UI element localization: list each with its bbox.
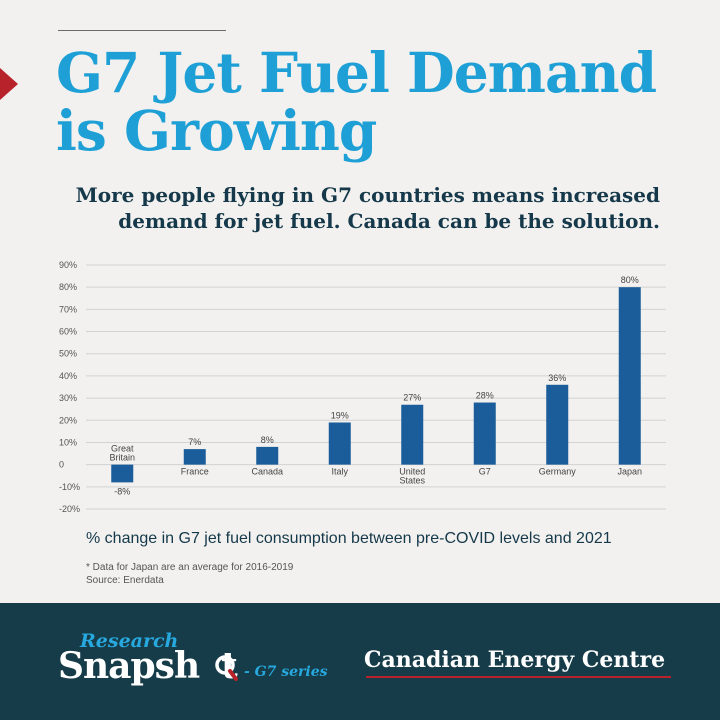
category-label: G7 xyxy=(479,467,491,477)
y-tick-label: 10% xyxy=(59,437,77,447)
brand-snapshot: Snapsh t xyxy=(58,645,238,687)
category-label: United States xyxy=(399,467,425,486)
bar xyxy=(256,446,279,465)
y-tick-label: -10% xyxy=(59,482,80,492)
bar xyxy=(546,384,569,465)
value-label: 19% xyxy=(331,410,349,420)
chart-caption: % change in G7 jet fuel consumption betw… xyxy=(86,530,612,547)
value-label: -8% xyxy=(114,486,130,496)
magnifier-icon xyxy=(215,655,238,681)
subtitle: More people flying in G7 countries means… xyxy=(75,183,660,233)
top-rule xyxy=(58,30,226,31)
value-label: 36% xyxy=(548,373,566,383)
bar xyxy=(328,422,351,465)
y-tick-label: 50% xyxy=(59,349,77,359)
red-arrow-marker xyxy=(0,68,18,100)
source-note: Source: Enerdata xyxy=(86,575,164,586)
value-label: 28% xyxy=(476,391,494,401)
category-label: Great Britain xyxy=(109,444,135,463)
value-label: 8% xyxy=(261,435,274,445)
y-tick-label: 70% xyxy=(59,304,77,314)
footnote: * Data for Japan are an average for 2016… xyxy=(86,562,294,573)
bar xyxy=(183,449,206,465)
category-label: Italy xyxy=(331,467,348,477)
research-snapshot-logo: Research Snapsh t - G7 series xyxy=(58,630,328,700)
category-label: Japan xyxy=(617,467,642,477)
bar xyxy=(401,404,424,465)
y-tick-label: 40% xyxy=(59,371,77,381)
category-label: France xyxy=(181,467,209,477)
y-tick-label: 0 xyxy=(59,460,64,470)
page-title: G7 Jet Fuel Demand is Growing xyxy=(56,40,657,163)
value-label: 7% xyxy=(188,437,201,447)
brand-series: - G7 series xyxy=(244,664,328,680)
organization-name: Canadian Energy Centre xyxy=(364,647,666,673)
footer: Research Snapsh t - G7 series Canadian En… xyxy=(0,603,720,720)
value-label: 80% xyxy=(621,275,639,285)
bar xyxy=(111,464,134,483)
y-tick-label: -20% xyxy=(59,504,80,514)
y-tick-label: 80% xyxy=(59,282,77,292)
bar-chart: 90% 80% 70% 60% 50% 40% 30% 20% 10% 0 -10% -20% Grea… xyxy=(59,260,666,514)
bar xyxy=(618,287,641,465)
bar xyxy=(473,402,496,465)
category-label: Canada xyxy=(251,467,283,477)
value-label: 27% xyxy=(403,393,421,403)
y-tick-label: 60% xyxy=(59,327,77,337)
brand-snapshot-start: Snapsh xyxy=(58,645,200,687)
y-tick-label: 90% xyxy=(59,260,77,270)
brand-research: Research xyxy=(80,630,179,652)
y-tick-label: 20% xyxy=(59,415,77,425)
category-label: Germany xyxy=(539,467,577,477)
y-tick-label: 30% xyxy=(59,393,77,403)
footnote-block: * Data for Japan are an average for 2016… xyxy=(86,561,293,587)
organization-underline xyxy=(366,676,671,678)
